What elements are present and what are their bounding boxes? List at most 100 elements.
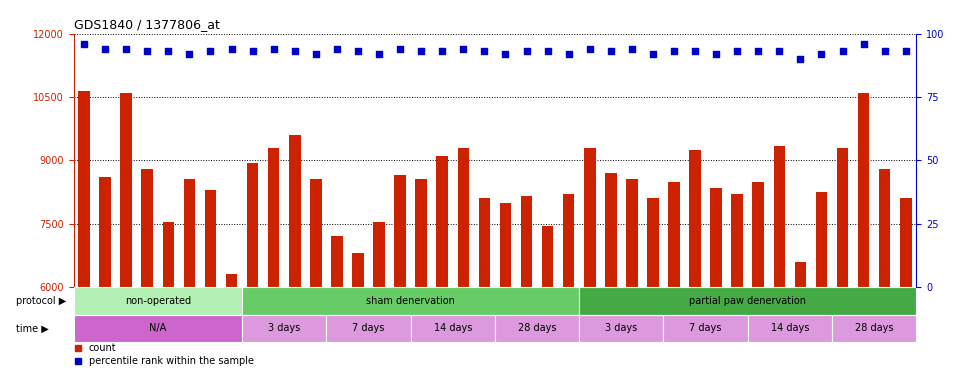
Point	[245, 48, 261, 54]
Bar	[858, 93, 869, 375]
Point	[181, 51, 197, 57]
Point	[813, 51, 829, 57]
Text: 3 days: 3 days	[269, 323, 300, 333]
Bar	[242, 287, 579, 315]
Point	[223, 46, 239, 52]
Point	[371, 51, 387, 57]
Text: non-operated: non-operated	[124, 296, 191, 306]
Text: 14 days: 14 days	[770, 323, 809, 333]
Point	[793, 56, 808, 62]
Bar	[795, 262, 807, 375]
Bar	[310, 180, 321, 375]
Point	[666, 48, 682, 54]
Bar	[352, 254, 364, 375]
Point	[729, 48, 745, 54]
Point	[266, 46, 281, 52]
Bar	[605, 173, 616, 375]
Bar	[753, 182, 764, 375]
Point	[856, 41, 871, 47]
Bar	[478, 198, 490, 375]
Bar	[416, 180, 427, 375]
Bar	[579, 315, 663, 342]
Point	[456, 46, 471, 52]
Bar	[773, 146, 785, 375]
Bar	[289, 135, 301, 375]
Point	[518, 48, 534, 54]
Point	[709, 51, 724, 57]
Bar	[141, 169, 153, 375]
Bar	[520, 196, 532, 375]
Bar	[500, 202, 512, 375]
Bar	[663, 315, 748, 342]
Bar	[731, 194, 743, 375]
Text: partial paw denervation: partial paw denervation	[689, 296, 807, 306]
Bar	[563, 194, 574, 375]
Bar	[626, 180, 638, 375]
Bar	[247, 162, 259, 375]
Point	[624, 46, 640, 52]
Point	[582, 46, 598, 52]
Text: 7 days: 7 days	[352, 323, 385, 333]
Bar	[458, 148, 469, 375]
Bar	[373, 222, 385, 375]
Text: 7 days: 7 days	[689, 323, 722, 333]
Bar	[205, 190, 217, 375]
Point	[414, 48, 429, 54]
Bar	[837, 148, 849, 375]
Text: protocol ▶: protocol ▶	[17, 296, 67, 306]
Point	[139, 48, 155, 54]
Point	[329, 46, 345, 52]
Bar	[225, 274, 237, 375]
Bar	[242, 315, 326, 342]
Bar	[668, 182, 680, 375]
Point	[76, 41, 92, 47]
Bar	[163, 222, 174, 375]
Bar	[542, 226, 554, 375]
Bar	[326, 315, 411, 342]
Point	[350, 48, 366, 54]
Text: count: count	[88, 344, 117, 354]
Point	[877, 48, 893, 54]
Bar	[495, 315, 579, 342]
Bar	[74, 287, 242, 315]
Bar	[78, 91, 90, 375]
Point	[119, 46, 134, 52]
Bar	[879, 169, 891, 375]
Text: percentile rank within the sample: percentile rank within the sample	[88, 356, 254, 366]
Point	[476, 48, 492, 54]
Point	[687, 48, 703, 54]
Bar	[331, 237, 343, 375]
Text: 3 days: 3 days	[606, 323, 637, 333]
Bar	[436, 156, 448, 375]
Point	[434, 48, 450, 54]
Point	[751, 48, 766, 54]
Point	[392, 46, 408, 52]
Point	[645, 51, 661, 57]
Point	[835, 48, 851, 54]
Bar	[268, 148, 279, 375]
Point	[203, 48, 219, 54]
Point	[540, 48, 556, 54]
Point	[287, 48, 303, 54]
Point	[308, 51, 323, 57]
Point	[561, 51, 576, 57]
Point	[898, 48, 913, 54]
Point	[161, 48, 176, 54]
Text: sham denervation: sham denervation	[367, 296, 455, 306]
Bar	[121, 93, 132, 375]
Bar	[411, 315, 495, 342]
Bar	[689, 150, 701, 375]
Bar	[815, 192, 827, 375]
Text: GDS1840 / 1377806_at: GDS1840 / 1377806_at	[74, 18, 220, 31]
Text: 28 days: 28 days	[855, 323, 894, 333]
Bar	[579, 287, 916, 315]
Bar	[832, 315, 916, 342]
Point	[498, 51, 514, 57]
Bar	[748, 315, 832, 342]
Point	[771, 48, 787, 54]
Bar	[710, 188, 722, 375]
Point	[603, 48, 618, 54]
Text: time ▶: time ▶	[17, 323, 49, 333]
Bar	[900, 198, 911, 375]
Bar	[394, 175, 406, 375]
